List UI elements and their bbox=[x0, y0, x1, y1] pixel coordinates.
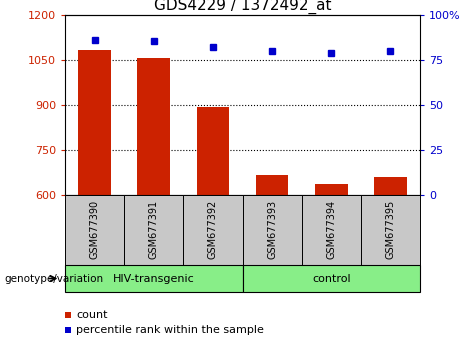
Title: GDS4229 / 1372492_at: GDS4229 / 1372492_at bbox=[154, 0, 331, 14]
Bar bbox=[183, 195, 242, 265]
Text: count: count bbox=[76, 310, 107, 320]
Bar bbox=[361, 195, 420, 265]
Bar bbox=[301, 195, 361, 265]
Bar bbox=[315, 184, 348, 195]
Bar bbox=[124, 195, 183, 265]
Bar bbox=[65, 265, 242, 292]
Text: control: control bbox=[312, 274, 350, 284]
Text: GSM677395: GSM677395 bbox=[385, 200, 396, 259]
Text: GSM677390: GSM677390 bbox=[89, 200, 100, 259]
Bar bbox=[78, 50, 111, 195]
Bar bbox=[256, 175, 288, 195]
Text: genotype/variation: genotype/variation bbox=[5, 274, 104, 284]
Bar bbox=[242, 265, 420, 292]
Text: percentile rank within the sample: percentile rank within the sample bbox=[76, 325, 264, 335]
Bar bbox=[65, 195, 124, 265]
Bar bbox=[197, 107, 229, 195]
Text: GSM677391: GSM677391 bbox=[149, 200, 159, 259]
Text: GSM677393: GSM677393 bbox=[267, 200, 277, 259]
Text: HIV-transgenic: HIV-transgenic bbox=[113, 274, 195, 284]
Bar bbox=[374, 177, 407, 195]
Bar bbox=[242, 195, 301, 265]
Text: GSM677394: GSM677394 bbox=[326, 200, 336, 259]
Bar bbox=[137, 58, 170, 195]
Text: GSM677392: GSM677392 bbox=[208, 200, 218, 259]
